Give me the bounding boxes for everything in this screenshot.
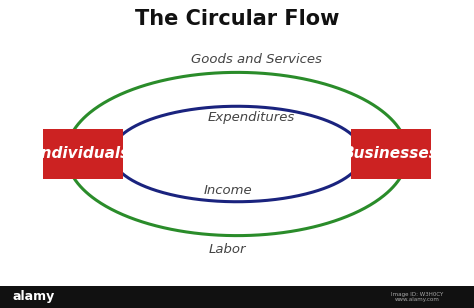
Text: The Circular Flow: The Circular Flow <box>135 9 339 29</box>
Text: Goods and Services: Goods and Services <box>191 53 321 66</box>
FancyBboxPatch shape <box>43 129 123 179</box>
Text: alamy: alamy <box>12 290 55 303</box>
Text: Image ID: W3H0CY
www.alamy.com: Image ID: W3H0CY www.alamy.com <box>391 291 443 302</box>
Text: Businesses: Businesses <box>343 147 439 161</box>
Bar <box>0 286 474 308</box>
Text: Expenditures: Expenditures <box>208 111 295 124</box>
FancyBboxPatch shape <box>351 129 431 179</box>
Text: Labor: Labor <box>209 243 246 256</box>
Text: Income: Income <box>203 184 252 197</box>
Text: Individuals: Individuals <box>36 147 130 161</box>
